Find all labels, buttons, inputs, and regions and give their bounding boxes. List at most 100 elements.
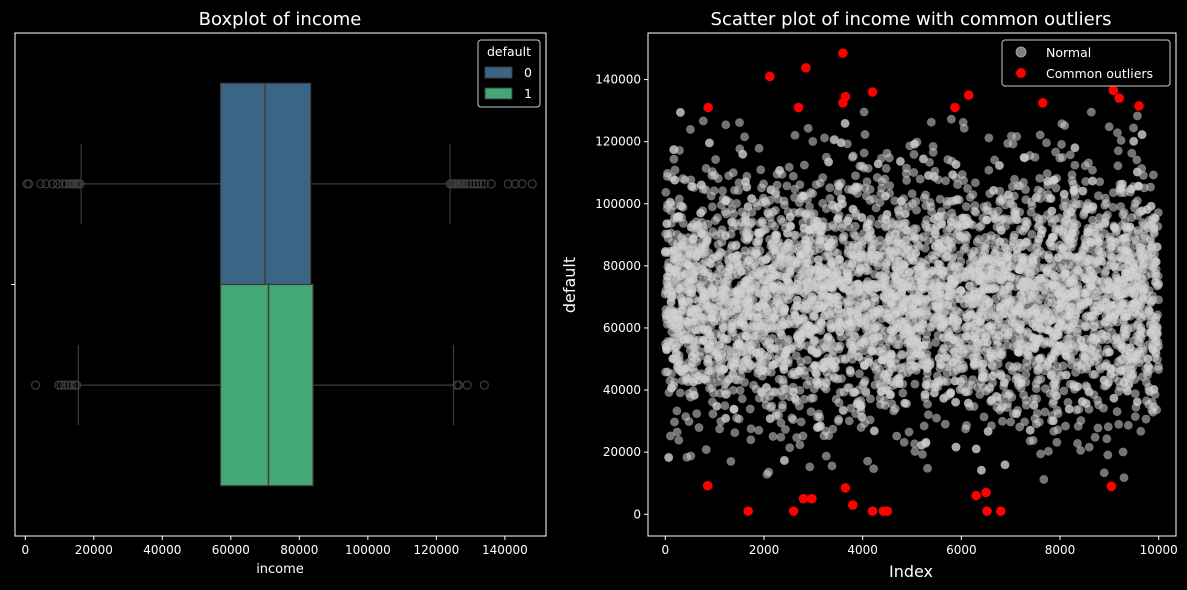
scatter-point-normal xyxy=(763,209,773,219)
scatter-point-normal xyxy=(1149,384,1159,394)
scatter-point-normal xyxy=(674,212,684,222)
scatter-point-normal xyxy=(1010,318,1020,328)
scatter-point-normal xyxy=(665,431,675,441)
scatter-point-normal xyxy=(1080,288,1090,298)
scatter-point-normal xyxy=(825,292,835,302)
scatter-point-normal xyxy=(783,294,793,304)
scatter-point-normal xyxy=(1058,244,1068,254)
scatter-point-normal xyxy=(1060,291,1070,301)
scatter-point-normal xyxy=(983,310,993,320)
scatter-point-normal xyxy=(802,284,812,294)
scatter-point-normal xyxy=(807,345,817,355)
scatter-point-normal xyxy=(1137,130,1147,140)
box-iqr-1 xyxy=(219,283,314,487)
scatter-point-normal xyxy=(759,179,769,189)
scatter-point-normal xyxy=(1132,155,1142,165)
scatter-point-normal xyxy=(703,344,713,354)
scatter-point-normal xyxy=(680,175,690,185)
scatter-point-normal xyxy=(796,340,806,350)
scatter-point-normal xyxy=(1151,257,1161,267)
scatter-point-normal xyxy=(736,318,746,328)
scatter-point-normal xyxy=(1053,425,1063,435)
scatter-point-normal xyxy=(886,350,896,360)
scatter-point-normal xyxy=(880,400,890,410)
scatter-point-normal xyxy=(838,406,848,416)
scatter-point-normal xyxy=(978,359,988,369)
scatter-point-normal xyxy=(894,256,904,266)
scatter-point-normal xyxy=(1129,136,1139,146)
scatter-point-normal xyxy=(1114,305,1124,315)
scatter-point-normal xyxy=(671,313,681,323)
scatter-point-normal xyxy=(983,426,993,436)
scatter-point-normal xyxy=(1000,460,1010,470)
scatter-point-normal xyxy=(1130,412,1140,422)
scatter-point-normal xyxy=(923,171,933,181)
scatter-point-normal xyxy=(684,288,694,298)
scatter-point-normal xyxy=(847,185,857,195)
scatter-point-normal xyxy=(747,312,757,322)
scatter-point-normal xyxy=(911,205,921,215)
scatter-point-normal xyxy=(1064,404,1074,414)
scatter-point-normal xyxy=(848,204,858,214)
scatter-point-normal xyxy=(902,175,912,185)
scatter-point-normal xyxy=(741,331,751,341)
scatter-point-normal xyxy=(935,301,945,311)
scatter-point-normal xyxy=(785,212,795,222)
box-outlier-1-7 xyxy=(72,380,82,390)
box-outlier-0-25 xyxy=(466,179,476,189)
scatter-point-normal xyxy=(885,246,895,256)
scatter-point-normal xyxy=(1116,135,1126,145)
scatter-point-normal xyxy=(776,432,786,442)
scatter-point-normal xyxy=(1104,313,1114,323)
box-outlier-1-10 xyxy=(462,380,472,390)
boxplot-legend: default 0 1 xyxy=(477,39,541,108)
scatter-point-normal xyxy=(889,406,899,416)
scatter-point-normal xyxy=(916,341,926,351)
scatter-point-normal xyxy=(1119,473,1129,483)
scatter-point-normal xyxy=(1058,361,1068,371)
scatter-point-normal xyxy=(997,350,1007,360)
scatter-point-normal xyxy=(873,219,883,229)
scatter-point-normal xyxy=(992,402,1002,412)
scatter-point-normal xyxy=(994,314,1004,324)
scatter-point-normal xyxy=(885,181,895,191)
scatter-point-normal xyxy=(810,361,820,371)
boxplot-x-ticks: 0 20000 40000 60000 80000 100000 120000 140000 xyxy=(21,536,528,557)
scatter-point-normal xyxy=(1110,223,1120,233)
scatter-point-normal xyxy=(1003,190,1013,200)
scatter-point-normal xyxy=(970,178,980,188)
scatter-point-normal xyxy=(770,359,780,369)
scatter-point-normal xyxy=(982,215,992,225)
scatter-point-normal xyxy=(663,229,673,239)
scatter-point-normal xyxy=(710,170,720,180)
scatter-point-normal xyxy=(734,118,744,128)
scatter-point-normal xyxy=(986,268,996,278)
box-outlier-0-28 xyxy=(476,179,486,189)
scatter-point-normal xyxy=(1006,261,1016,271)
scatter-point-normal xyxy=(1024,341,1034,351)
scatter-point-normal xyxy=(1138,309,1148,319)
scatter-point-normal xyxy=(1010,209,1020,219)
scatter-point-normal xyxy=(834,181,844,191)
scatter-point-normal xyxy=(784,238,794,248)
scatter-point-normal xyxy=(701,445,711,455)
scatter-point-normal xyxy=(1117,342,1127,352)
scatter-point-normal xyxy=(850,331,860,341)
scatter-point-normal xyxy=(743,202,753,212)
scatter-point-normal xyxy=(776,330,786,340)
scatter-point-normal xyxy=(943,300,953,310)
scatter-point-normal xyxy=(1090,432,1100,442)
scatter-point-normal xyxy=(1103,422,1113,432)
scatter-point-normal xyxy=(788,415,798,425)
scatter-point-normal xyxy=(930,229,940,239)
scatter-point-normal xyxy=(722,334,732,344)
scatter-point-normal xyxy=(904,267,914,277)
scatter-point-normal xyxy=(769,387,779,397)
scatter-point-normal xyxy=(709,388,719,398)
scatter-point-normal xyxy=(1126,184,1136,194)
scatter-point-normal xyxy=(994,330,1004,340)
scatter-point-normal xyxy=(921,380,931,390)
scatter-point-normal xyxy=(718,186,728,196)
scatter-point-normal xyxy=(746,345,756,355)
scatter-point-normal xyxy=(812,376,822,386)
